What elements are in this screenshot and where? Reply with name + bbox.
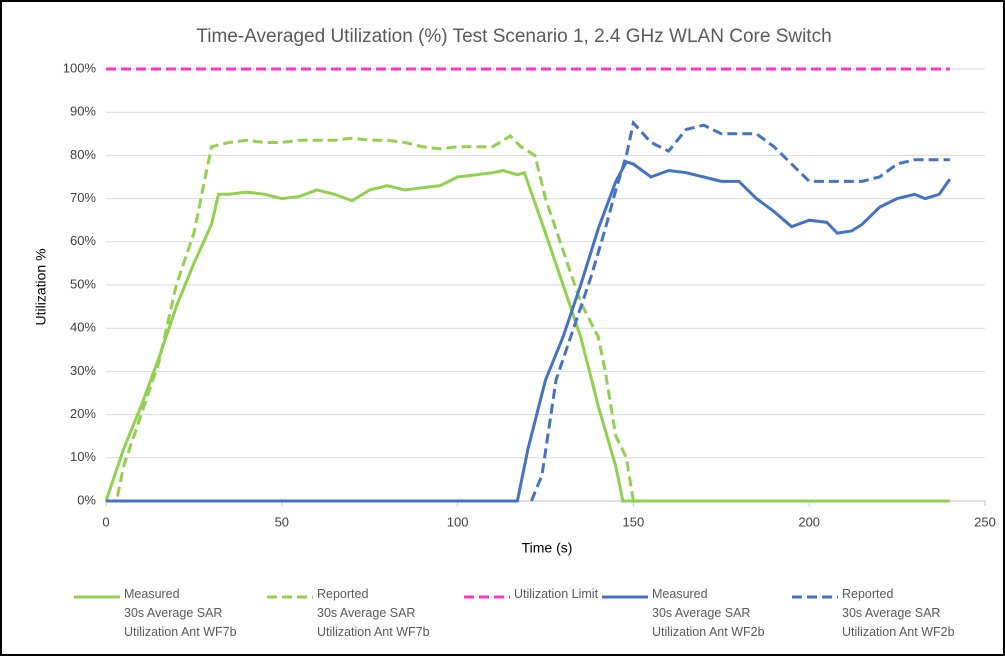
y-tick-label: 50% [70,276,96,291]
x-tick-label: 50 [275,514,289,529]
series-line [104,168,950,503]
legend-entry: Measured 30s Average SAR Utilization Ant… [652,587,765,639]
x-tick-label: 0 [102,514,109,529]
legend-entry: Utilization Limit [514,587,599,601]
y-tick-label: 90% [70,104,96,119]
y-tick-label: 0% [77,492,96,507]
x-tick-label: 100 [447,514,469,529]
y-tick-label: 20% [70,406,96,421]
y-axis-label: Utilization % [33,248,49,325]
x-tick-label: 250 [974,514,996,529]
y-tick-label: 40% [70,320,96,335]
y-tick-label: 80% [70,147,96,162]
legend-entry: Measured 30s Average SAR Utilization Ant… [124,587,237,639]
series-line [530,119,950,502]
x-tick-label: 150 [623,514,645,529]
x-tick-label: 200 [798,514,820,529]
x-axis-label: Time (s) [522,540,573,556]
legend-entry: Reported 30s Average SAR Utilization Ant… [842,587,955,639]
legend-entry: Reported 30s Average SAR Utilization Ant… [317,587,430,639]
series-line [106,134,635,503]
y-tick-label: 60% [70,233,96,248]
y-tick-label: 30% [70,363,96,378]
chart-title: Time-Averaged Utilization (%) Test Scena… [196,26,831,47]
y-tick-label: 70% [70,190,96,205]
series-line [106,160,952,503]
y-tick-label: 10% [70,449,96,464]
y-tick-label: 100% [63,60,97,75]
